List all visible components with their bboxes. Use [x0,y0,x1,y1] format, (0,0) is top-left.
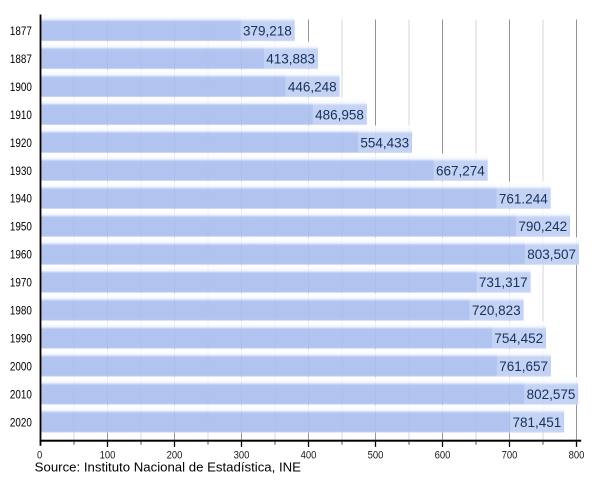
svg-text:486,958: 486,958 [315,107,364,122]
svg-text:731,317: 731,317 [479,275,528,290]
svg-text:1920: 1920 [10,136,32,150]
svg-text:500: 500 [368,449,384,461]
svg-text:1990: 1990 [10,332,32,346]
svg-text:790,242: 790,242 [518,219,567,234]
svg-text:2010: 2010 [10,387,32,401]
svg-text:761,657: 761,657 [499,359,548,374]
svg-text:1910: 1910 [10,108,32,122]
svg-text:1877: 1877 [10,24,32,38]
svg-text:700: 700 [502,449,518,461]
svg-text:803,507: 803,507 [527,247,576,262]
svg-text:200: 200 [167,449,183,461]
svg-text:379,218: 379,218 [243,24,292,39]
svg-text:781,451: 781,451 [512,415,561,430]
svg-text:1940: 1940 [10,192,32,206]
svg-text:1960: 1960 [10,248,32,262]
svg-text:802,575: 802,575 [527,387,576,402]
svg-text:554,433: 554,433 [360,135,409,150]
svg-text:100: 100 [100,449,116,461]
svg-text:446,248: 446,248 [288,79,337,94]
svg-text:0: 0 [37,449,42,461]
svg-text:720,823: 720,823 [472,303,521,318]
svg-text:1950: 1950 [10,220,32,234]
svg-text:2000: 2000 [10,359,32,373]
svg-text:1980: 1980 [10,304,32,318]
svg-text:800: 800 [569,449,585,461]
svg-text:400: 400 [301,449,317,461]
svg-text:600: 600 [435,449,451,461]
svg-text:761.244: 761.244 [499,191,548,206]
svg-text:1930: 1930 [10,164,32,178]
svg-text:667,274: 667,274 [436,163,485,178]
svg-text:Source: Instituto Nacional de: Source: Instituto Nacional de Estadístic… [35,460,301,475]
svg-text:1900: 1900 [10,80,32,94]
svg-text:413,883: 413,883 [266,51,315,66]
svg-text:1887: 1887 [10,52,32,66]
svg-text:1970: 1970 [10,276,32,290]
svg-text:754,452: 754,452 [494,331,543,346]
svg-text:300: 300 [234,449,250,461]
svg-text:2020: 2020 [10,415,32,429]
